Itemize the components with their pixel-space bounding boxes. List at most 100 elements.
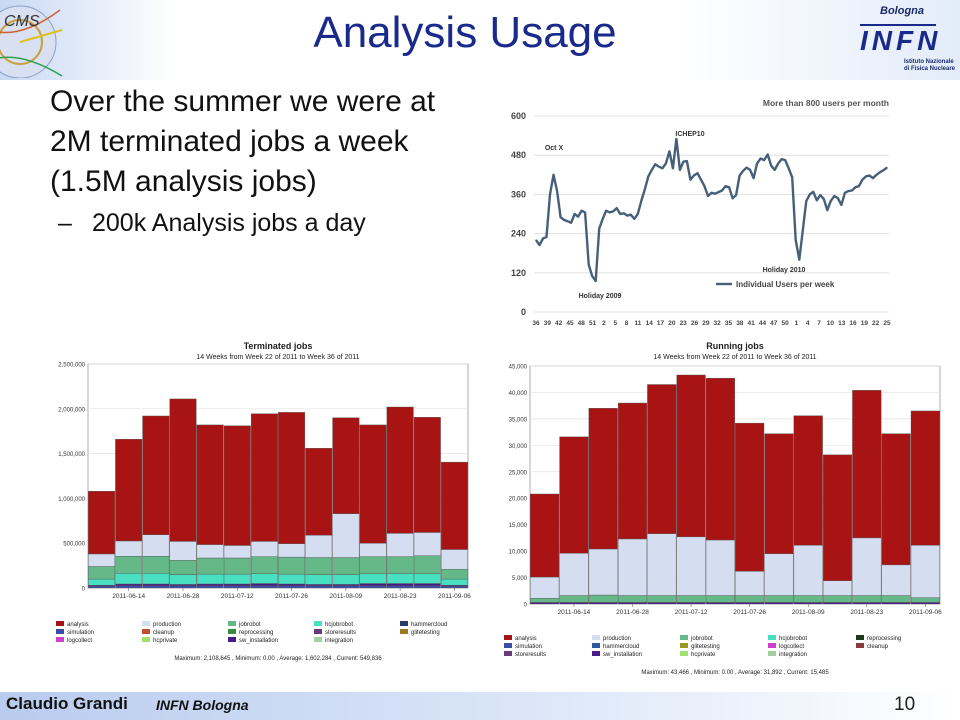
bar-segment-hcjobrobot (386, 573, 414, 584)
bar-segment-production (386, 533, 414, 557)
users-data-point (763, 159, 765, 161)
footer-author: Claudio Grandi (6, 694, 128, 713)
y-tick-label: 2,500,000 (58, 363, 85, 369)
x-tick-label: 16 (849, 320, 857, 327)
bar-segment-production (142, 534, 170, 557)
bar-segment-hcjobrobot (305, 574, 333, 585)
bar-segment-hcjobrobot (196, 573, 224, 585)
bar-segment-sw_installation (676, 602, 706, 605)
users-data-point (844, 192, 846, 194)
running-jobs-chart: Running jobs 14 Weeks from Week 22 of 201… (504, 341, 942, 676)
users-data-point (731, 197, 734, 199)
infn-logo: Bologna INFN Istituto Nazionale di Fisic… (860, 5, 956, 72)
bar-segment-analysis (169, 398, 197, 542)
users-data-point (542, 237, 544, 240)
x-tick-label: 4 (806, 320, 810, 327)
y-tick-label: 15,000 (509, 523, 528, 529)
bar-segment-simulation (386, 585, 414, 589)
users-data-point (833, 195, 835, 197)
x-tick-label: 14 (646, 320, 654, 327)
x-tick-label: 11 (634, 320, 641, 327)
legend-swatch-glitetesting (680, 643, 688, 648)
bar-segment-analysis (413, 417, 441, 533)
x-tick-label: 51 (589, 320, 597, 327)
bar-segment-hcjobrobot (169, 574, 197, 585)
y-tick-label: 20,000 (509, 497, 528, 503)
bar-segment-sw_installation (142, 583, 170, 586)
users-data-point (693, 174, 695, 177)
legend-label: Individual Users per week (736, 280, 835, 289)
bar-segment-analysis (278, 412, 306, 544)
users-data-point (602, 218, 604, 220)
bar-segment-sw_installation (764, 602, 794, 605)
bar-segment-production (559, 553, 589, 596)
users-data-point (858, 185, 860, 187)
users-data-point (651, 169, 653, 171)
users-data-point (865, 175, 867, 178)
legend-swatch-reprocessing (856, 635, 864, 640)
bar-segment-sw_installation (559, 602, 589, 605)
bar-segment-simulation (169, 585, 197, 589)
legend-label: logcollect (67, 638, 92, 644)
bar-segment-production (852, 537, 882, 596)
x-tick-label: 2011-08-23 (384, 593, 417, 600)
legend-label: storeresults (325, 630, 356, 636)
bar-segment-simulation (440, 586, 468, 589)
users-data-point (591, 275, 593, 277)
bar-segment-jobrobot (705, 595, 735, 603)
users-data-point (559, 216, 562, 218)
users-data-point (686, 160, 688, 162)
users-data-point (574, 213, 576, 215)
x-tick-label: 7 (817, 320, 821, 327)
users-data-point (724, 185, 727, 187)
bar-segment-production (413, 532, 441, 556)
users-data-point (668, 150, 670, 152)
legend-swatch-analysis (56, 621, 64, 626)
y-tick-label: 40,000 (509, 391, 528, 397)
legend-label: sw_installation (239, 638, 278, 644)
bar-segment-analysis (881, 433, 911, 566)
users-data-point (605, 210, 607, 212)
bar-segment-simulation (359, 585, 387, 589)
bar-segment-jobrobot (735, 595, 765, 603)
users-data-point (682, 161, 685, 163)
x-tick-label: 29 (702, 320, 710, 327)
bar-segment-analysis (647, 384, 677, 534)
bullet-main: Over the summer we were at 2M terminated… (34, 82, 454, 202)
y-tick-label: 240 (511, 229, 526, 239)
users-data-point (637, 213, 639, 215)
users-data-point (886, 167, 888, 169)
bar-segment-jobrobot (852, 595, 882, 603)
legend-swatch-production (592, 635, 600, 640)
x-tick-label: 8 (625, 320, 629, 327)
legend-swatch-logcollect (56, 637, 64, 642)
users-data-point (840, 204, 842, 206)
x-tick-label: 19 (861, 320, 869, 327)
legend-swatch-jobrobot (680, 635, 688, 640)
bar-segment-sw_installation (359, 583, 387, 586)
y-tick-label: 1,500,000 (58, 452, 85, 458)
users-data-point (738, 174, 741, 177)
bar-segment-jobrobot (822, 595, 853, 603)
users-data-point (549, 193, 551, 195)
bar-segment-jobrobot (332, 557, 360, 575)
x-tick-label: 39 (544, 320, 552, 327)
x-tick-label: 32 (714, 320, 722, 327)
x-tick-label: 2011-08-23 (850, 609, 883, 616)
users-data-point (795, 239, 797, 241)
legend-label: glitetesting (691, 644, 720, 650)
bar-segment-production (910, 545, 940, 598)
chart-stats: Maximum: 43,466 , Minimum: 0.00 , Averag… (641, 670, 829, 676)
bar-segment-production (793, 545, 823, 596)
bar-segment-hcjobrobot (142, 573, 170, 585)
legend-label: hcjobrobot (779, 636, 807, 642)
y-tick-label: 600 (511, 111, 526, 121)
users-data-point (665, 162, 667, 164)
y-tick-label: 0 (521, 307, 526, 317)
legend-label: hammercloud (411, 622, 447, 628)
infn-logo-top: Bologna (880, 5, 924, 17)
users-data-point (788, 167, 790, 169)
bar-segment-sw_installation (196, 583, 224, 586)
users-data-point (538, 244, 541, 246)
